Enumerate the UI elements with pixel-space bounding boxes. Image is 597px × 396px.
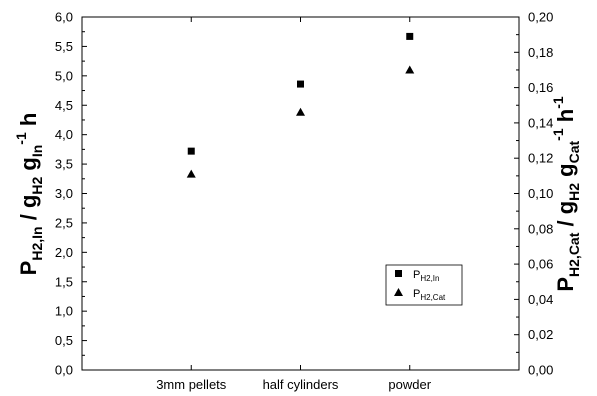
data-points xyxy=(186,32,415,178)
right-axis-title-p3: g xyxy=(553,163,578,183)
right-axis-title-sup2: -1 xyxy=(550,96,566,109)
right-axis: 0,00 0,02 0,04 0,06 0,08 0,10 0,12 0,14 0,16 0,18… xyxy=(514,10,553,378)
right-tick-label: 0,02 xyxy=(528,327,553,342)
right-axis-title-sup: -1 xyxy=(550,128,566,141)
left-tick-label: 1,5 xyxy=(55,274,73,289)
legend-square-icon xyxy=(395,270,402,277)
right-axis-title-p2: / g xyxy=(553,201,578,233)
left-tick-label: 5,0 xyxy=(55,68,73,83)
x-axis: 3mm pellets half cylinders powder xyxy=(156,17,432,392)
right-axis-title-p1: P xyxy=(553,277,578,292)
right-tick-label: 0,14 xyxy=(528,115,553,130)
left-tick-label: 2,0 xyxy=(55,245,73,260)
left-tick-label: 0,5 xyxy=(55,333,73,348)
right-tick-label: 0,10 xyxy=(528,186,553,201)
right-axis-title-s1: H2,Cat xyxy=(566,232,582,277)
triangle-point xyxy=(186,169,196,178)
left-axis-title-p1: P xyxy=(16,261,41,276)
left-tick-label: 1,0 xyxy=(55,304,73,319)
left-tick-label: 3,0 xyxy=(55,186,73,201)
legend: PH2,In PH2,Cat xyxy=(385,264,463,306)
square-point xyxy=(187,147,195,155)
legend-label-in: PH2,In xyxy=(413,269,439,283)
legend-label-in-main: P xyxy=(413,269,420,281)
right-tick-label: 0,08 xyxy=(528,221,553,236)
right-axis-title-p4: h xyxy=(553,109,578,129)
right-axis-title: PH2,Cat / gH2 gCat-1 h-1 xyxy=(550,96,582,292)
left-axis-title-p2: / g xyxy=(16,195,41,227)
left-tick-label: 2,5 xyxy=(55,215,73,230)
right-axis-title-s2: H2 xyxy=(566,183,582,201)
left-axis-title-p3: g xyxy=(16,157,41,177)
left-tick-label: 5,5 xyxy=(55,39,73,54)
legend-label-in-sub: H2,In xyxy=(420,274,439,283)
right-tick-label: 0,20 xyxy=(528,10,553,25)
triangle-point xyxy=(405,65,415,74)
left-tick-label: 3,5 xyxy=(55,157,73,172)
left-tick-label: 0,0 xyxy=(55,363,73,378)
x-tick-label: 3mm pellets xyxy=(156,377,227,392)
right-tick-label: 0,12 xyxy=(528,151,553,166)
left-axis-title-s1: H2,In xyxy=(29,226,45,260)
left-axis: 0,0 0,5 1,0 1,5 2,0 2,5 3,0 3,5 4,0 4,5 5,0 5,5 6,0 xyxy=(55,10,87,378)
left-axis-title-s2: H2 xyxy=(29,177,45,195)
right-axis-title-s3: Cat xyxy=(566,140,582,163)
left-axis-title-s3: In xyxy=(29,145,45,157)
legend-label-cat-main: P xyxy=(413,288,420,300)
right-tick-label: 0,06 xyxy=(528,257,553,272)
legend-label-cat-sub: H2,Cat xyxy=(420,293,446,302)
triangle-point xyxy=(296,107,305,116)
legend-label-cat: PH2,Cat xyxy=(413,288,446,302)
plot-frame xyxy=(81,16,520,371)
left-tick-label: 6,0 xyxy=(55,10,73,25)
x-tick-label: half cylinders xyxy=(263,377,339,392)
left-axis-title-p4: h xyxy=(16,113,41,133)
square-point xyxy=(406,32,414,40)
left-axis-title-sup: -1 xyxy=(13,132,29,145)
legend-triangle-icon xyxy=(394,288,403,296)
right-tick-label: 0,18 xyxy=(528,45,553,60)
right-tick-label: 0,04 xyxy=(528,292,553,307)
right-tick-label: 0,00 xyxy=(528,363,553,378)
left-axis-title: PH2,In / gH2 gIn-1 h xyxy=(13,113,45,276)
square-point xyxy=(297,80,304,88)
right-tick-label: 0,16 xyxy=(528,80,553,95)
x-tick-label: powder xyxy=(388,377,431,392)
left-tick-label: 4,5 xyxy=(55,98,73,113)
left-tick-label: 4,0 xyxy=(55,127,73,142)
